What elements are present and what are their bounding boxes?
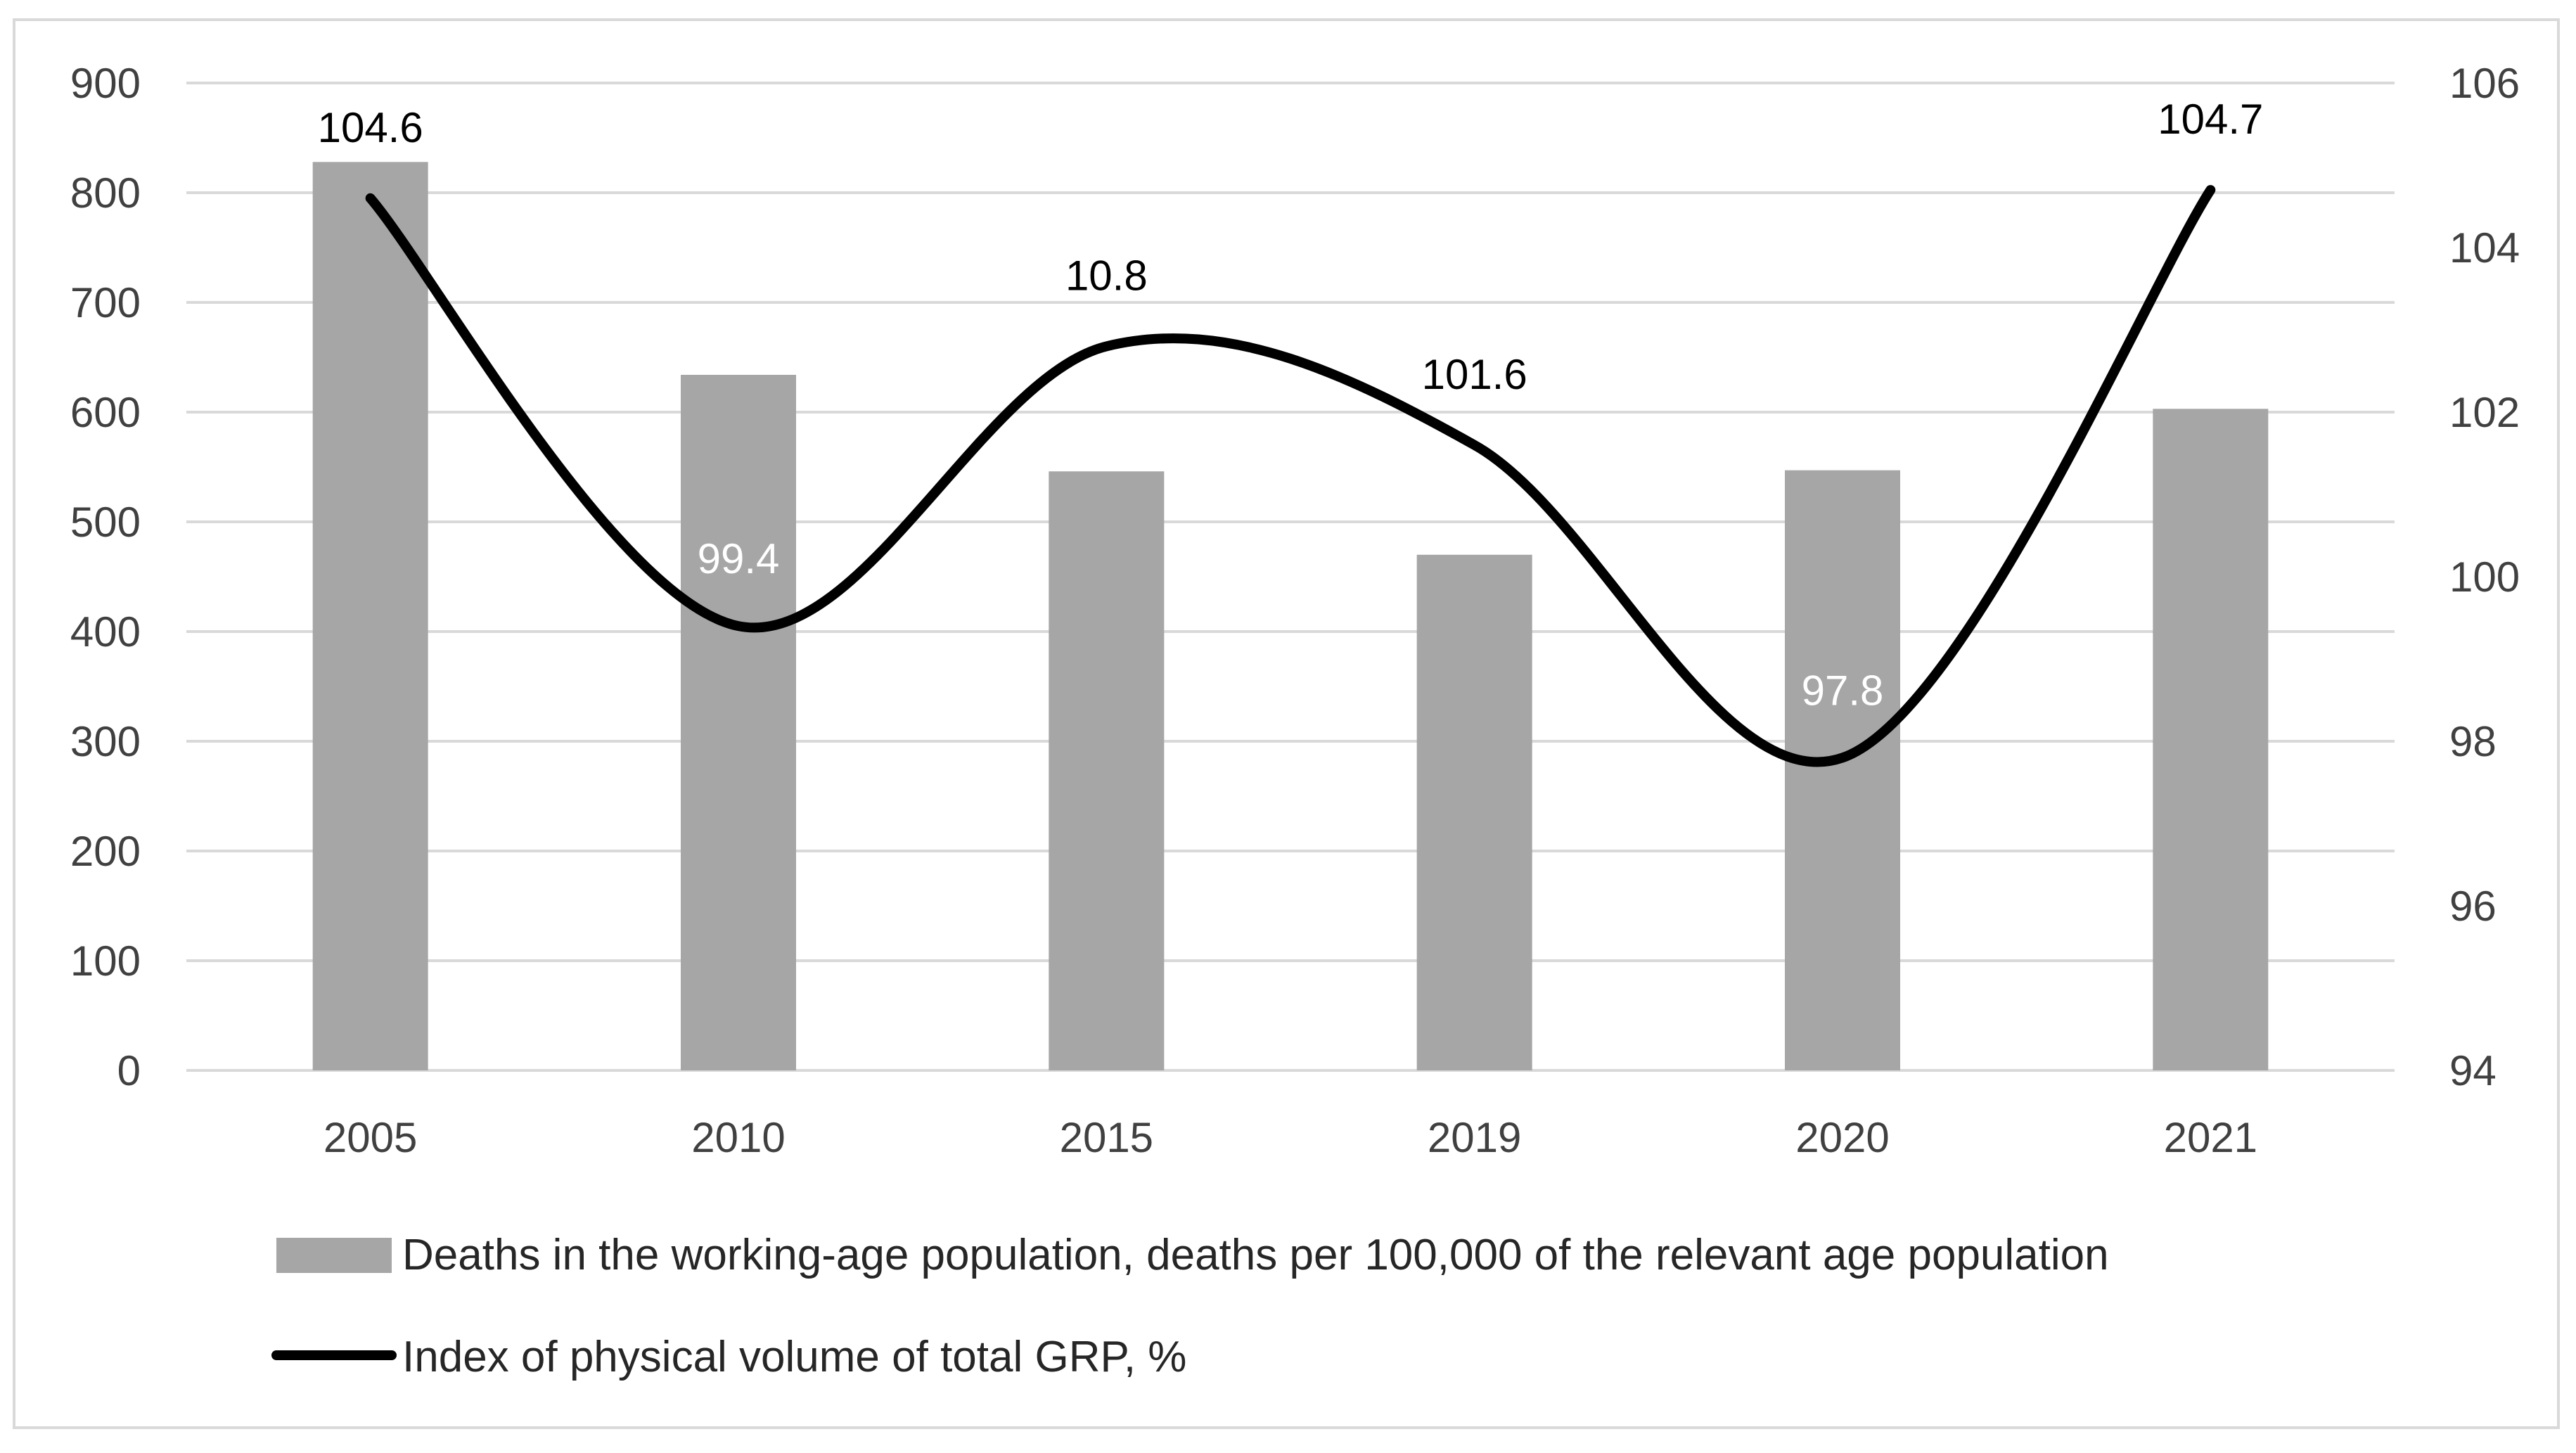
left-tick-800: 800 [70, 169, 141, 217]
right-tick-104: 104 [2449, 224, 2520, 271]
line-path [365, 185, 2216, 767]
bar-2019 [1416, 554, 1532, 1070]
right-tick-100: 100 [2449, 553, 2520, 601]
line-point-2005 [369, 197, 371, 199]
data-label-2005: 104.6 [318, 104, 423, 151]
x-tick-2010: 2010 [691, 1114, 785, 1161]
left-tick-900: 900 [70, 60, 141, 107]
left-axis: 0 100 200 300 400 500 600 700 800 900 [70, 60, 141, 1094]
left-tick-500: 500 [70, 499, 141, 546]
line-point-2015 [1106, 345, 1108, 347]
x-tick-2015: 2015 [1060, 1114, 1153, 1161]
data-label-2019: 101.6 [1422, 351, 1527, 398]
line-series [365, 185, 2216, 767]
right-tick-106: 106 [2449, 60, 2520, 107]
bar-2010 [681, 374, 796, 1070]
right-tick-98: 98 [2449, 718, 2497, 765]
legend-bar-label: Deaths in the working-age population, de… [402, 1231, 2109, 1279]
left-tick-600: 600 [70, 389, 141, 436]
x-tick-2020: 2020 [1795, 1114, 1889, 1161]
data-labels: 104.6 99.4 10.8 101.6 97.8 104.7 [318, 96, 2264, 714]
x-tick-2019: 2019 [1428, 1114, 1521, 1161]
data-label-2021: 104.7 [2158, 96, 2263, 143]
bar-series [312, 162, 2269, 1070]
line-point-2019 [1473, 444, 1475, 446]
gridlines [186, 82, 2395, 1072]
left-tick-0: 0 [117, 1047, 141, 1094]
right-tick-94: 94 [2449, 1047, 2497, 1094]
left-tick-700: 700 [70, 279, 141, 326]
line-point-2021 [2210, 189, 2212, 191]
legend: Deaths in the working-age population, de… [271, 1231, 2109, 1381]
x-axis: 2005 2010 2015 2019 2020 2021 [323, 1114, 2257, 1161]
data-label-2010: 99.4 [698, 535, 780, 582]
right-axis: 94 96 98 100 102 104 106 [2449, 60, 2520, 1094]
data-label-2015: 10.8 [1065, 252, 1148, 299]
legend-bar-swatch [276, 1238, 392, 1273]
legend-line-label: Index of physical volume of total GRP, % [402, 1333, 1186, 1381]
left-tick-100: 100 [70, 937, 141, 985]
data-label-2020: 97.8 [1802, 667, 1884, 714]
right-tick-102: 102 [2449, 389, 2520, 436]
bar-2021 [2153, 409, 2269, 1070]
bar-2005 [312, 162, 428, 1070]
bar-2020 [1785, 470, 1900, 1070]
left-tick-300: 300 [70, 718, 141, 765]
x-tick-2021: 2021 [2164, 1114, 2257, 1161]
line-point-2020 [1842, 757, 1843, 759]
right-tick-96: 96 [2449, 883, 2497, 930]
left-tick-400: 400 [70, 608, 141, 655]
bar-2015 [1049, 471, 1165, 1070]
chart-frame [13, 18, 2560, 1429]
line-point-2010 [738, 625, 739, 627]
x-tick-2005: 2005 [323, 1114, 417, 1161]
left-tick-200: 200 [70, 828, 141, 875]
